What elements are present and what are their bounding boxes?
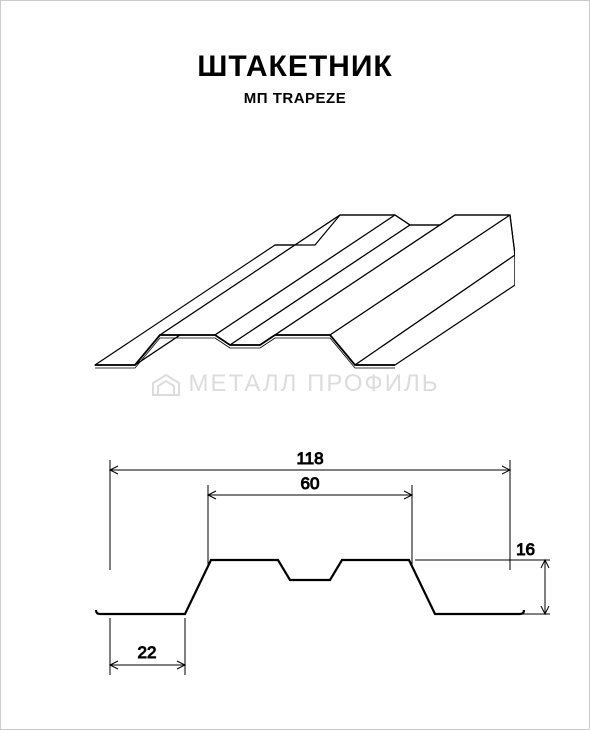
dim-60-label: 60 <box>301 474 320 493</box>
product-title: ШТАКЕТНИК <box>0 50 590 84</box>
isometric-view <box>75 140 515 400</box>
profile-path <box>96 560 524 614</box>
dim-16-label: 16 <box>516 540 535 559</box>
dim-118-label: 118 <box>296 449 323 468</box>
dim-22-label: 22 <box>138 643 157 662</box>
dim-top-width: 60 <box>208 474 412 565</box>
dim-bottom-segment: 22 <box>110 618 185 675</box>
technical-drawing: 118 60 22 <box>50 440 550 700</box>
dim-total-width: 118 <box>110 449 510 570</box>
dim-height: 16 <box>415 540 550 614</box>
product-subtitle: МП TRAPEZE <box>0 90 590 107</box>
header: ШТАКЕТНИК МП TRAPEZE <box>0 50 590 107</box>
